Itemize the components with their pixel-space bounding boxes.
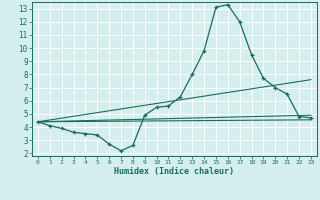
- X-axis label: Humidex (Indice chaleur): Humidex (Indice chaleur): [115, 167, 234, 176]
